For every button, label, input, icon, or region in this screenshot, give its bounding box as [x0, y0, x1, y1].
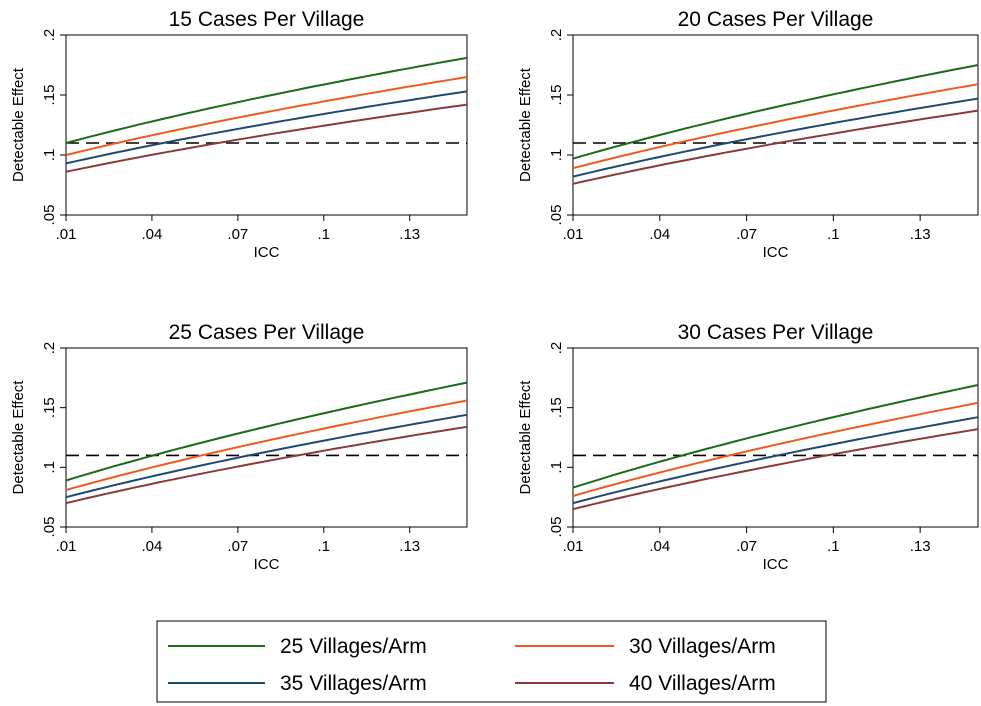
series-line-35-villages [572, 416, 979, 505]
y-tick-label: .2 [41, 29, 58, 42]
legend-box [156, 620, 827, 703]
y-tick-label: .1 [41, 461, 58, 474]
x-tick-label: .04 [141, 226, 162, 243]
y-axis-label: Detectable Effect [517, 380, 534, 495]
y-axis-label: Detectable Effect [517, 67, 534, 182]
y-tick-label: .2 [548, 342, 565, 355]
series-line-25-villages [65, 381, 468, 482]
x-tick-label: .01 [563, 226, 584, 243]
legend-label: 35 Villages/Arm [280, 672, 427, 695]
y-tick-label: .15 [41, 85, 58, 106]
y-tick-label: .05 [41, 517, 58, 538]
series-line-40-villages [572, 428, 979, 511]
x-axis-label: ICC [763, 244, 789, 261]
series-line-30-villages [65, 76, 468, 156]
x-tick-label: .1 [827, 538, 840, 555]
y-tick-label: .1 [41, 149, 58, 162]
plot-frame [572, 34, 979, 216]
x-tick-label: .07 [736, 226, 757, 243]
y-tick-label: .15 [548, 85, 565, 106]
legend-label: 25 Villages/Arm [280, 635, 427, 658]
x-tick-label: .13 [910, 226, 931, 243]
series-line-25-villages [65, 56, 468, 144]
y-tick-label: .05 [41, 205, 58, 226]
panel-title: 25 Cases Per Village [169, 321, 365, 344]
panel-title: 20 Cases Per Village [678, 8, 874, 31]
y-tick-label: .15 [548, 397, 565, 418]
x-tick-label: .01 [563, 538, 584, 555]
series-line-40-villages [572, 109, 979, 185]
y-tick-label: .05 [548, 517, 565, 538]
legend-label: 30 Villages/Arm [629, 635, 776, 658]
plot-frame [572, 347, 979, 528]
x-tick-label: .04 [141, 538, 162, 555]
x-tick-label: .04 [649, 226, 670, 243]
x-tick-label: .1 [318, 538, 331, 555]
series-line-30-villages [572, 401, 979, 497]
series-line-25-villages [572, 64, 979, 160]
x-tick-label: .01 [56, 226, 77, 243]
x-tick-label: .07 [227, 226, 248, 243]
x-tick-label: .04 [649, 538, 670, 555]
panel-title: 15 Cases Per Village [169, 8, 365, 31]
series-line-35-villages [572, 97, 979, 178]
y-tick-label: .2 [41, 342, 58, 355]
series-line-40-villages [65, 103, 468, 173]
y-tick-label: .05 [548, 205, 565, 226]
x-axis-label: ICC [763, 556, 789, 573]
series-line-30-villages [65, 399, 468, 491]
legend-label: 40 Villages/Arm [629, 672, 776, 695]
y-tick-label: .1 [548, 461, 565, 474]
x-tick-label: .01 [56, 538, 77, 555]
panel-title: 30 Cases Per Village [678, 321, 874, 344]
y-axis-label: Detectable Effect [10, 380, 27, 495]
plot-frame [65, 347, 468, 528]
x-tick-label: .07 [227, 538, 248, 555]
plot-frame [65, 34, 468, 216]
x-axis-label: ICC [254, 556, 280, 573]
x-tick-label: .1 [827, 226, 840, 243]
series-line-35-villages [65, 413, 468, 499]
series-line-25-villages [572, 384, 979, 489]
y-tick-label: .1 [548, 149, 565, 162]
y-tick-label: .2 [548, 29, 565, 42]
x-tick-label: .13 [399, 226, 420, 243]
y-axis-label: Detectable Effect [10, 67, 27, 182]
x-tick-label: .13 [399, 538, 420, 555]
x-tick-label: .1 [318, 226, 331, 243]
x-tick-label: .13 [910, 538, 931, 555]
series-line-30-villages [572, 83, 979, 170]
x-axis-label: ICC [254, 244, 280, 261]
y-tick-label: .15 [41, 397, 58, 418]
x-tick-label: .07 [736, 538, 757, 555]
series-line-40-villages [65, 425, 468, 505]
series-line-35-villages [65, 90, 468, 165]
